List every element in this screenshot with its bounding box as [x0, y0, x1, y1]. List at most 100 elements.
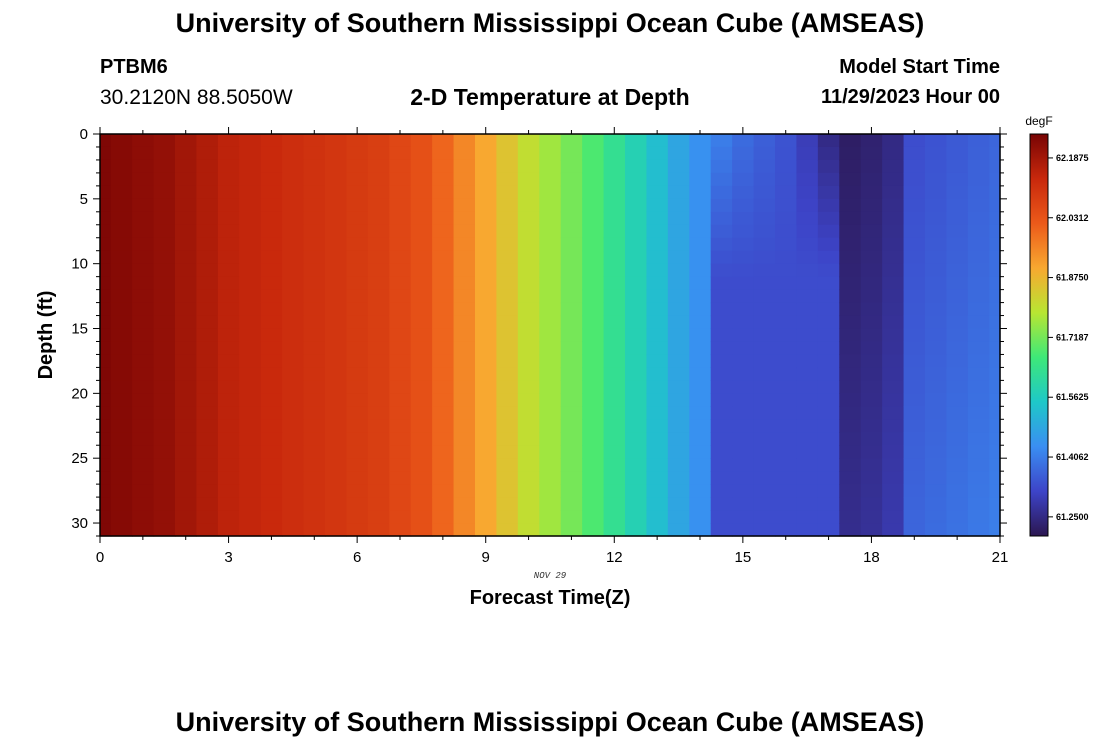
heatmap-cell: [753, 159, 776, 174]
heatmap-cell: [325, 315, 348, 330]
heatmap-cell: [903, 185, 926, 200]
heatmap-cell: [175, 471, 198, 485]
heatmap-cell: [196, 354, 219, 369]
heatmap-cell: [175, 302, 198, 317]
heatmap-cell: [775, 224, 798, 239]
heatmap-cell: [967, 134, 990, 148]
heatmap-cell: [925, 341, 948, 356]
heatmap-cell: [367, 380, 390, 394]
heatmap-cell: [346, 484, 369, 498]
heatmap-cell: [110, 315, 133, 330]
heatmap-cell: [839, 146, 862, 161]
heatmap-cell: [260, 406, 283, 420]
heatmap-cell: [710, 224, 733, 239]
heatmap-cell: [882, 224, 905, 239]
heatmap-cell: [925, 211, 948, 226]
heatmap-cell: [100, 134, 112, 148]
heatmap-cell: [453, 393, 476, 407]
heatmap-cell: [796, 484, 819, 498]
heatmap-cell: [517, 367, 540, 381]
heatmap-cell: [260, 380, 283, 394]
heatmap-cell: [560, 250, 583, 265]
heatmap-cell: [100, 263, 112, 278]
heatmap-cell: [625, 198, 648, 213]
heatmap-cell: [346, 419, 369, 433]
heatmap-cell: [539, 134, 562, 148]
heatmap-cell: [196, 302, 219, 317]
heatmap-cell: [753, 224, 776, 239]
heatmap-cell: [603, 224, 626, 239]
heatmap-cell: [410, 445, 433, 459]
heatmap-cell: [817, 185, 840, 200]
heatmap-cell: [475, 315, 498, 330]
heatmap-cell: [175, 497, 198, 511]
heatmap-cell: [132, 237, 155, 252]
heatmap-cell: [100, 159, 112, 174]
heatmap-cell: [175, 276, 198, 291]
heatmap-cell: [453, 185, 476, 200]
heatmap-cell: [389, 341, 412, 356]
heatmap-cell: [196, 432, 219, 446]
heatmap-cell: [710, 484, 733, 498]
heatmap-cell: [732, 432, 755, 446]
heatmap-cell: [217, 380, 240, 394]
heatmap-cell: [646, 380, 669, 394]
heatmap-cell: [453, 432, 476, 446]
heatmap-cell: [100, 458, 112, 472]
heatmap-cell: [903, 380, 926, 394]
heatmap-cell: [925, 302, 948, 317]
heatmap-cell: [732, 497, 755, 511]
heatmap-cell: [132, 380, 155, 394]
heatmap-cell: [325, 302, 348, 317]
heatmap-cell: [925, 134, 948, 148]
heatmap-cell: [217, 523, 240, 537]
heatmap-cell: [389, 354, 412, 369]
heatmap-cell: [496, 185, 519, 200]
heatmap-cell: [260, 523, 283, 537]
heatmap-cell: [796, 471, 819, 485]
heatmap-cell: [132, 263, 155, 278]
heatmap-cell: [967, 172, 990, 187]
heatmap-cell: [860, 458, 883, 472]
heatmap-cell: [196, 146, 219, 161]
heatmap-cell: [689, 159, 712, 174]
heatmap-cell: [753, 419, 776, 433]
heatmap-cell: [517, 302, 540, 317]
heatmap-cell: [967, 510, 990, 524]
heatmap-cell: [346, 497, 369, 511]
heatmap-cell: [346, 263, 369, 278]
heatmap-cell: [967, 185, 990, 200]
heatmap-cell: [325, 432, 348, 446]
heatmap-cell: [325, 471, 348, 485]
heatmap-cell: [496, 263, 519, 278]
heatmap-cell: [603, 471, 626, 485]
heatmap-cell: [132, 224, 155, 239]
heatmap-cell: [110, 237, 133, 252]
heatmap-cell: [217, 471, 240, 485]
heatmap-cell: [560, 445, 583, 459]
heatmap-cell: [239, 354, 262, 369]
heatmap-cell: [110, 419, 133, 433]
heatmap-cell: [496, 198, 519, 213]
heatmap-cell: [432, 367, 455, 381]
heatmap-cell: [517, 198, 540, 213]
heatmap-cell: [539, 224, 562, 239]
heatmap-cell: [517, 172, 540, 187]
heatmap-cell: [432, 445, 455, 459]
heatmap-cell: [110, 484, 133, 498]
heatmap-cell: [775, 510, 798, 524]
heatmap-cell: [860, 134, 883, 148]
heatmap-cell: [196, 315, 219, 330]
heatmap-cell: [367, 497, 390, 511]
heatmap-cell: [217, 341, 240, 356]
heatmap-cell: [475, 497, 498, 511]
heatmap-cell: [860, 250, 883, 265]
heatmap-cell: [282, 393, 305, 407]
heatmap-cell: [410, 172, 433, 187]
heatmap-cell: [389, 289, 412, 304]
heatmap-cell: [239, 406, 262, 420]
heatmap-cell: [882, 445, 905, 459]
heatmap-cell: [989, 146, 1001, 161]
heatmap-cell: [625, 523, 648, 537]
